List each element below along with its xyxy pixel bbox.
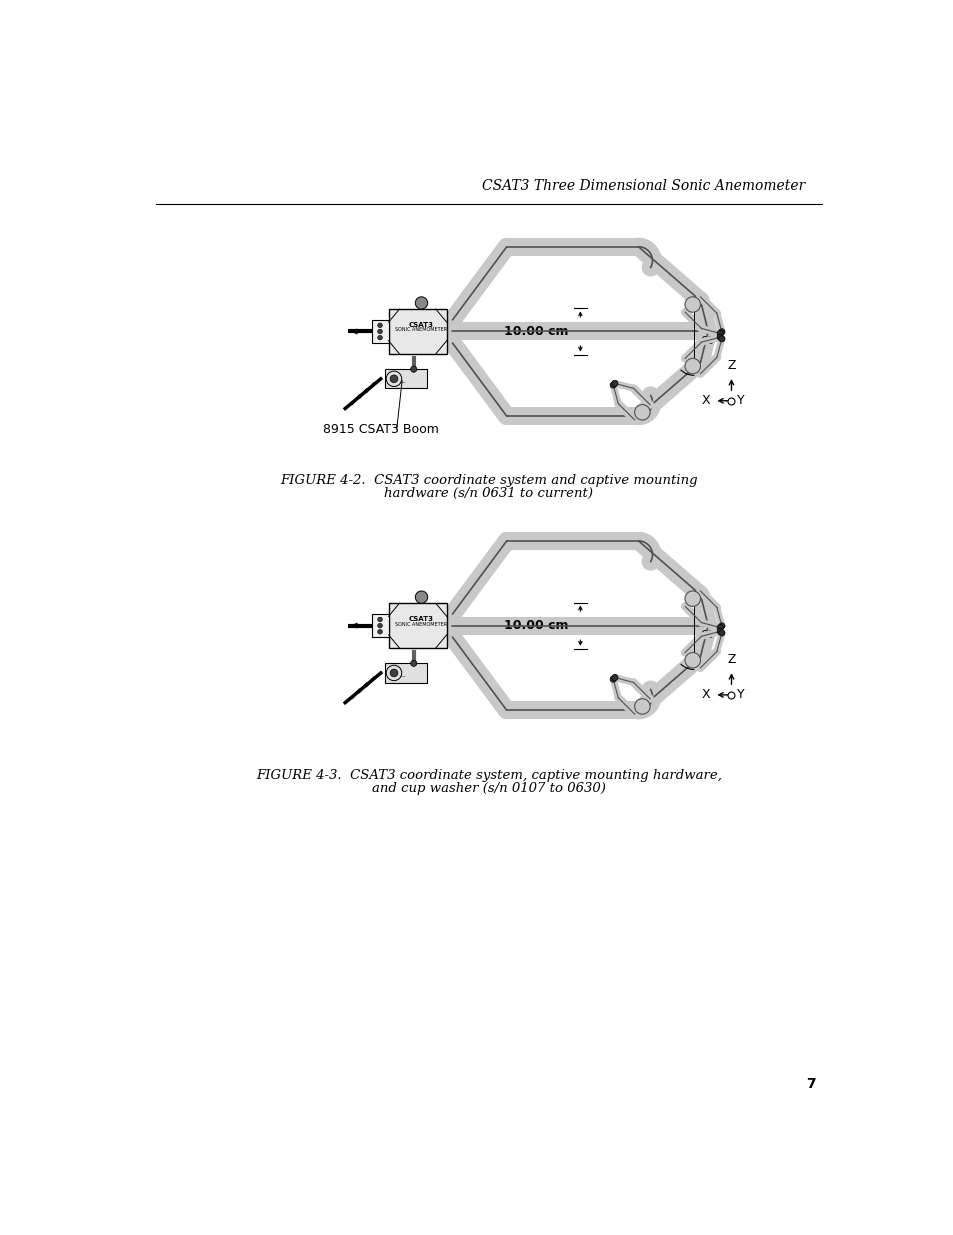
Text: CSAT3: CSAT3: [409, 616, 434, 622]
FancyBboxPatch shape: [371, 320, 388, 343]
Circle shape: [415, 592, 427, 603]
Circle shape: [717, 629, 722, 635]
Text: SONIC ANEMOMETER: SONIC ANEMOMETER: [395, 621, 447, 626]
Circle shape: [377, 630, 382, 634]
Circle shape: [410, 661, 416, 667]
Circle shape: [386, 666, 401, 680]
Circle shape: [718, 336, 724, 342]
Text: Z: Z: [726, 359, 735, 372]
Circle shape: [718, 622, 724, 629]
FancyBboxPatch shape: [388, 603, 446, 648]
Text: Y: Y: [736, 688, 743, 701]
Circle shape: [684, 652, 700, 668]
Text: —: —: [399, 674, 404, 679]
Text: CSAT3: CSAT3: [409, 322, 434, 329]
Text: and cup washer (s/n 0107 to 0630): and cup washer (s/n 0107 to 0630): [372, 782, 605, 795]
Text: X: X: [701, 688, 710, 701]
Circle shape: [611, 380, 618, 387]
Circle shape: [717, 625, 722, 631]
Circle shape: [410, 366, 416, 372]
Circle shape: [386, 370, 401, 387]
Text: 10.00 cm: 10.00 cm: [504, 325, 568, 338]
Text: FIGURE 4-2.  CSAT3 coordinate system and captive mounting: FIGURE 4-2. CSAT3 coordinate system and …: [280, 474, 697, 488]
Text: X: X: [701, 394, 710, 408]
Text: CSAT3 Three Dimensional Sonic Anemometer: CSAT3 Three Dimensional Sonic Anemometer: [481, 179, 804, 193]
Circle shape: [377, 324, 382, 327]
Text: FIGURE 4-3.  CSAT3 coordinate system, captive mounting hardware,: FIGURE 4-3. CSAT3 coordinate system, cap…: [255, 769, 721, 782]
Circle shape: [377, 330, 382, 333]
Text: Y: Y: [736, 394, 743, 408]
Text: —: —: [399, 380, 404, 385]
Circle shape: [377, 336, 382, 340]
Text: 7: 7: [805, 1077, 815, 1091]
Circle shape: [611, 674, 618, 680]
Circle shape: [610, 382, 616, 388]
FancyBboxPatch shape: [388, 309, 446, 353]
Circle shape: [377, 618, 382, 621]
Circle shape: [718, 329, 724, 335]
Text: 60°: 60°: [700, 336, 720, 346]
Text: 8915 CSAT3 Boom: 8915 CSAT3 Boom: [323, 422, 438, 436]
Circle shape: [717, 331, 722, 336]
Circle shape: [390, 669, 397, 677]
Circle shape: [634, 699, 649, 714]
Text: 10.00 cm: 10.00 cm: [504, 619, 568, 632]
Circle shape: [684, 358, 700, 374]
Circle shape: [684, 592, 700, 606]
FancyBboxPatch shape: [371, 614, 388, 637]
Text: Z: Z: [726, 653, 735, 667]
Circle shape: [377, 624, 382, 627]
Circle shape: [415, 296, 427, 309]
Text: SONIC ANEMOMETER: SONIC ANEMOMETER: [395, 327, 447, 332]
Circle shape: [610, 676, 616, 682]
Circle shape: [390, 375, 397, 383]
Text: 60°: 60°: [700, 630, 720, 640]
Circle shape: [718, 630, 724, 636]
Text: hardware (s/n 0631 to current): hardware (s/n 0631 to current): [384, 488, 593, 500]
Circle shape: [684, 296, 700, 312]
FancyBboxPatch shape: [384, 663, 427, 683]
FancyBboxPatch shape: [384, 369, 427, 389]
Circle shape: [634, 405, 649, 420]
Circle shape: [717, 335, 722, 341]
